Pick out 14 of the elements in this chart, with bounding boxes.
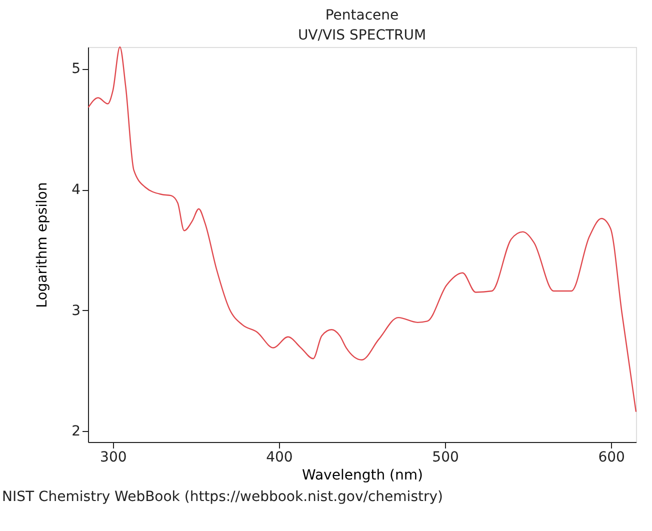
- x-tick-label: 400: [266, 450, 293, 466]
- chart-title: Pentacene: [325, 7, 399, 24]
- y-tick-label: 2: [72, 424, 80, 440]
- x-axis-title: Wavelength (nm): [302, 468, 423, 484]
- text: NIST Chemistry WebBook (https://webbook.nist.gov/chemistry): [2, 489, 443, 505]
- chart-subtitle: UV/VIS SPECTRUM: [298, 27, 426, 44]
- x-tick-label: 300: [100, 450, 127, 466]
- y-tick-label: 3: [72, 302, 80, 319]
- y-tick-label: 4: [72, 182, 81, 198]
- y-tick-label: 5: [72, 61, 80, 78]
- x-tick-label: 500: [432, 450, 459, 466]
- x-tick-label: 600: [598, 450, 625, 466]
- line-series: [88, 46, 637, 412]
- y-axis-title: Logarithm epsilon: [34, 182, 51, 308]
